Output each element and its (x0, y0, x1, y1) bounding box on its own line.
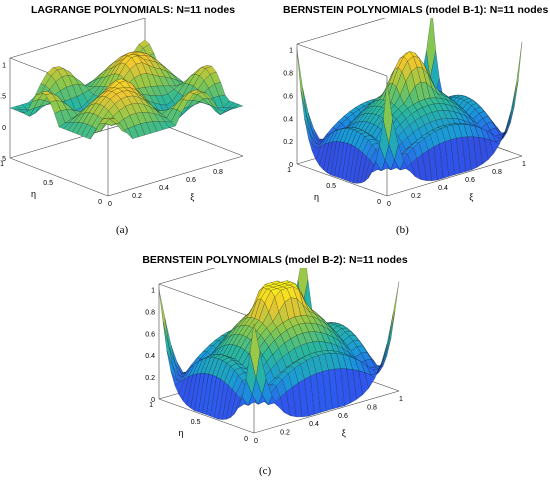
svg-c-xi-tick-label: 0.2 (280, 430, 290, 437)
svg-c-xi-tick-label: 1 (399, 396, 403, 403)
svg-a-eta-tick-label: 0 (98, 199, 102, 206)
svg-c-eta-tick-label: 1 (149, 402, 153, 409)
svg-b-eta-tick-label: 0 (377, 199, 381, 206)
svg-b-z-tick-label: 0.2 (283, 139, 293, 146)
svg-b-surface-mesh (296, 18, 523, 184)
svg-b-xi-tick-label: 0.8 (492, 169, 502, 176)
svg-c-xi-tick-label: 0.6 (338, 413, 348, 420)
svg-b-xi-tick-label: 0.6 (465, 177, 475, 184)
svg-b-eta-axis-label: η (314, 192, 319, 202)
svg-c-xi-tick-label: 0.8 (367, 404, 377, 411)
svg-a-xi-axis-label: ξ (190, 192, 194, 202)
svg-b-z-tick-label: 0.6 (283, 93, 293, 100)
svg-c-z-tick-label: 1 (151, 287, 155, 294)
panel-c-caption: (c) (259, 465, 272, 477)
svg-a-surface-mesh (9, 39, 244, 140)
svg-c-eta-axis-label: η (179, 428, 184, 438)
panel-b-caption: (b) (396, 224, 409, 236)
svg-a-eta-tick-label: 0.5 (43, 180, 53, 187)
svg-a-eta-axis-label: η (31, 189, 36, 199)
svg-b-eta-tick-label: 1 (287, 167, 291, 174)
svg-c-z-tick-label: 0.2 (145, 375, 155, 382)
svg-b-xi-tick-label: 1 (522, 161, 526, 168)
svg-a-eta-tick-label: 1 (0, 161, 4, 168)
svg-b-eta-tick-label: 0.5 (326, 183, 336, 190)
svg-c-xi-axis-label: ξ (342, 428, 346, 438)
svg-a-xi-tick-label: 0.2 (132, 193, 142, 200)
svg-b-xi-tick-label: 0 (387, 201, 391, 208)
svg-c-eta-tick-label: 0 (244, 436, 248, 443)
svg-a-xi-tick-label: 0.8 (213, 169, 223, 176)
svg-c-xi-tick-label: 0.4 (309, 421, 319, 428)
svg-b-xi-tick-label: 0.4 (438, 185, 448, 192)
svg-b-z-tick-label: 0.4 (283, 116, 293, 123)
svg-b-z-tick-label: 0.8 (283, 71, 293, 78)
panel-a-title: LAGRANGE POLYNOMIALS: N=11 nodes (30, 4, 236, 16)
svg-c-xi-tick-label: 0 (254, 438, 258, 445)
svg-c-z-tick-label: 0 (151, 397, 155, 404)
svg-a-xi-tick-label: 0.4 (159, 185, 169, 192)
svg-c-z-tick-label: 0.8 (145, 309, 155, 316)
svg-a-z-tick-label: 0 (2, 125, 6, 132)
svg-a-xi-tick-label: 0 (108, 201, 112, 208)
svg-a-xi-tick-label: 0.6 (186, 177, 196, 184)
panel-c-title: BERNSTEIN POLYNOMIALS (model B-2): N=11 … (142, 254, 408, 266)
svg-b-xi-axis-label: ξ (469, 192, 473, 202)
svg-c-z-tick-label: 0.6 (145, 331, 155, 338)
svg-a-z-tick-label: -0.5 (0, 156, 6, 163)
panel-b-title: BERNSTEIN POLYNOMIALS (model B-1): N=11 … (283, 4, 549, 16)
svg-a-z-tick-label: 1 (2, 62, 6, 69)
svg-a-z-tick-label: 0.5 (0, 94, 6, 101)
panel-a-caption: (a) (116, 224, 129, 236)
svg-b-xi-tick-label: 0.2 (411, 193, 421, 200)
svg-c-z-tick-label: 0.4 (145, 353, 155, 360)
svg-b-z-tick-label: 0 (289, 162, 293, 169)
svg-b-z-tick-label: 1 (289, 48, 293, 55)
svg-c-surface-mesh (158, 268, 400, 420)
svg-c-eta-tick-label: 0.5 (191, 419, 201, 426)
